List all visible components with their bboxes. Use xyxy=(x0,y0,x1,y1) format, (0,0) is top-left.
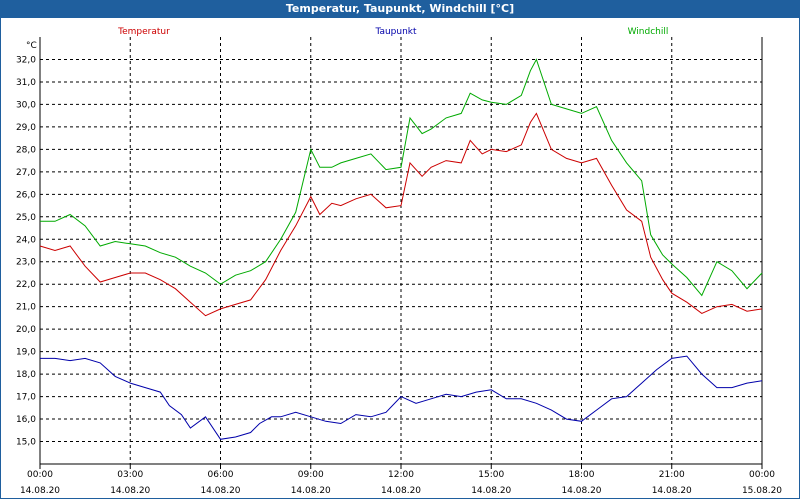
x-tick-time-label: 15:00 xyxy=(478,470,504,480)
y-tick-label: 24,0 xyxy=(16,235,36,245)
y-tick-label: 27,0 xyxy=(16,168,36,178)
x-tick-date-label: 14.08.20 xyxy=(200,486,240,496)
y-tick-label: 29,0 xyxy=(16,123,36,133)
x-tick-time-label: 00:00 xyxy=(27,470,53,480)
x-tick-time-label: 06:00 xyxy=(208,470,234,480)
x-tick-time-label: 21:00 xyxy=(659,470,685,480)
axes xyxy=(39,37,763,469)
y-tick-label: 18,0 xyxy=(16,370,36,380)
y-tick-label: 17,0 xyxy=(16,393,36,403)
legend: Temperatur Taupunkt Windchill xyxy=(117,27,668,37)
y-axis-unit-label: °C xyxy=(26,41,37,51)
y-tick-label: 26,0 xyxy=(16,190,36,200)
x-tick-date-label: 14.08.20 xyxy=(110,486,150,496)
legend-entry-taupunkt: Taupunkt xyxy=(374,27,417,37)
y-tick-label: 32,0 xyxy=(16,55,36,65)
x-tick-time-label: 12:00 xyxy=(388,470,414,480)
y-tick-label: 20,0 xyxy=(16,325,36,335)
y-tick-label: 19,0 xyxy=(16,348,36,358)
series-line-taupunkt xyxy=(40,355,763,440)
series-line-windchill xyxy=(40,58,763,297)
y-axis-tick-labels: 15,0 16,0 17,0 18,0 19,0 20,0 21,0 22,0 23,0 24,0… xyxy=(16,55,36,447)
window-title: Temperatur, Taupunkt, Windchill [°C] xyxy=(0,0,800,18)
x-tick-date-label: 14.08.20 xyxy=(561,486,601,496)
legend-entry-temperatur: Temperatur xyxy=(117,27,170,37)
x-tick-time-label: 03:00 xyxy=(117,470,143,480)
y-tick-label: 16,0 xyxy=(16,415,36,425)
legend-entry-windchill: Windchill xyxy=(628,27,669,37)
series-lines xyxy=(39,58,763,440)
x-tick-date-label: 15.08.20 xyxy=(742,486,782,496)
y-tick-label: 23,0 xyxy=(16,258,36,268)
x-tick-date-label: 14.08.20 xyxy=(20,486,60,496)
x-tick-date-label: 14.08.20 xyxy=(471,486,511,496)
x-tick-date-label: 14.08.20 xyxy=(381,486,421,496)
grid-lines xyxy=(40,37,762,464)
y-tick-label: 28,0 xyxy=(16,145,36,155)
x-tick-time-label: 09:00 xyxy=(298,470,324,480)
y-tick-label: 21,0 xyxy=(16,303,36,313)
y-tick-label: 31,0 xyxy=(16,78,36,88)
series-line-temperatur xyxy=(39,112,763,317)
x-tick-date-label: 14.08.20 xyxy=(652,486,692,496)
y-tick-label: 30,0 xyxy=(16,100,36,110)
y-tick-label: 25,0 xyxy=(16,213,36,223)
y-tick-label: 15,0 xyxy=(16,438,36,448)
x-axis-tick-labels: 00:00 14.08.20 03:00 14.08.20 06:00 14.08.20 0… xyxy=(20,470,782,496)
x-tick-time-label: 00:00 xyxy=(749,470,775,480)
x-tick-date-label: 14.08.20 xyxy=(291,486,331,496)
y-tick-label: 22,0 xyxy=(16,280,36,290)
x-tick-time-label: 18:00 xyxy=(569,470,595,480)
